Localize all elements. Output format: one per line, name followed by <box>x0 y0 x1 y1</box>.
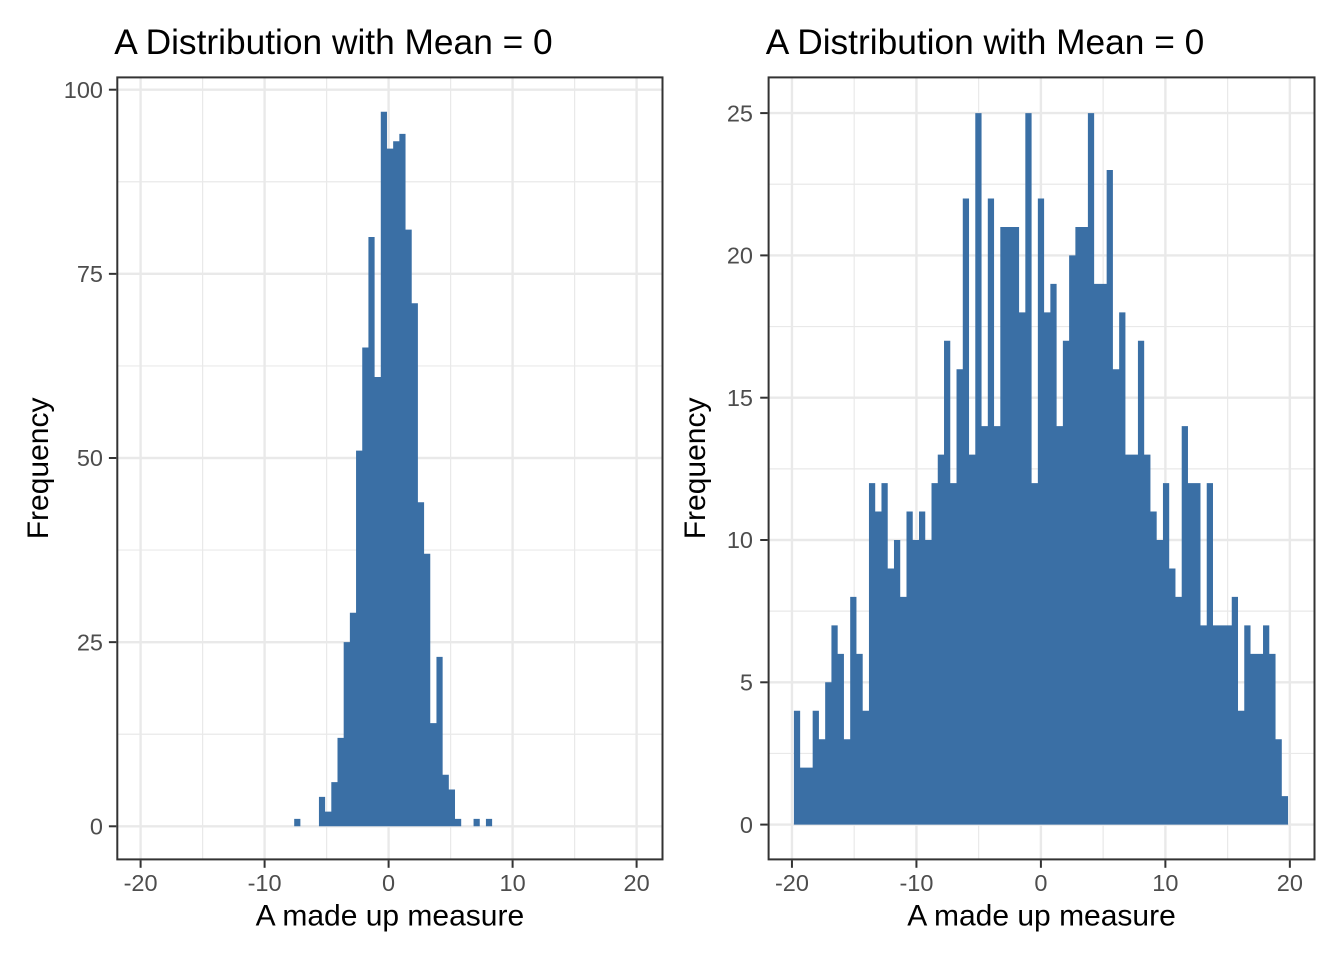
svg-text:A Distribution with Mean = 0: A Distribution with Mean = 0 <box>766 23 1205 62</box>
svg-text:5: 5 <box>740 670 753 696</box>
svg-text:0: 0 <box>740 812 753 838</box>
svg-text:A made up measure: A made up measure <box>256 899 525 932</box>
svg-text:0: 0 <box>382 870 395 896</box>
svg-text:0: 0 <box>1034 870 1047 896</box>
svg-text:-20: -20 <box>775 870 809 896</box>
svg-text:A Distribution with Mean = 0: A Distribution with Mean = 0 <box>114 23 553 62</box>
svg-text:A made up measure: A made up measure <box>907 899 1176 932</box>
svg-text:50: 50 <box>77 445 103 471</box>
svg-text:0: 0 <box>90 814 103 840</box>
svg-text:20: 20 <box>624 870 650 896</box>
svg-text:Frequency: Frequency <box>22 398 55 540</box>
svg-text:10: 10 <box>727 527 753 553</box>
svg-text:20: 20 <box>1277 870 1303 896</box>
svg-text:15: 15 <box>727 385 753 411</box>
svg-text:-10: -10 <box>899 870 933 896</box>
svg-text:10: 10 <box>1152 870 1178 896</box>
svg-text:10: 10 <box>500 870 526 896</box>
svg-text:20: 20 <box>727 243 753 269</box>
svg-text:100: 100 <box>64 77 103 103</box>
svg-text:-10: -10 <box>248 870 282 896</box>
svg-text:Frequency: Frequency <box>679 398 712 540</box>
svg-text:75: 75 <box>77 261 103 287</box>
svg-text:-20: -20 <box>124 870 158 896</box>
svg-text:25: 25 <box>727 100 753 126</box>
svg-text:25: 25 <box>77 629 103 655</box>
